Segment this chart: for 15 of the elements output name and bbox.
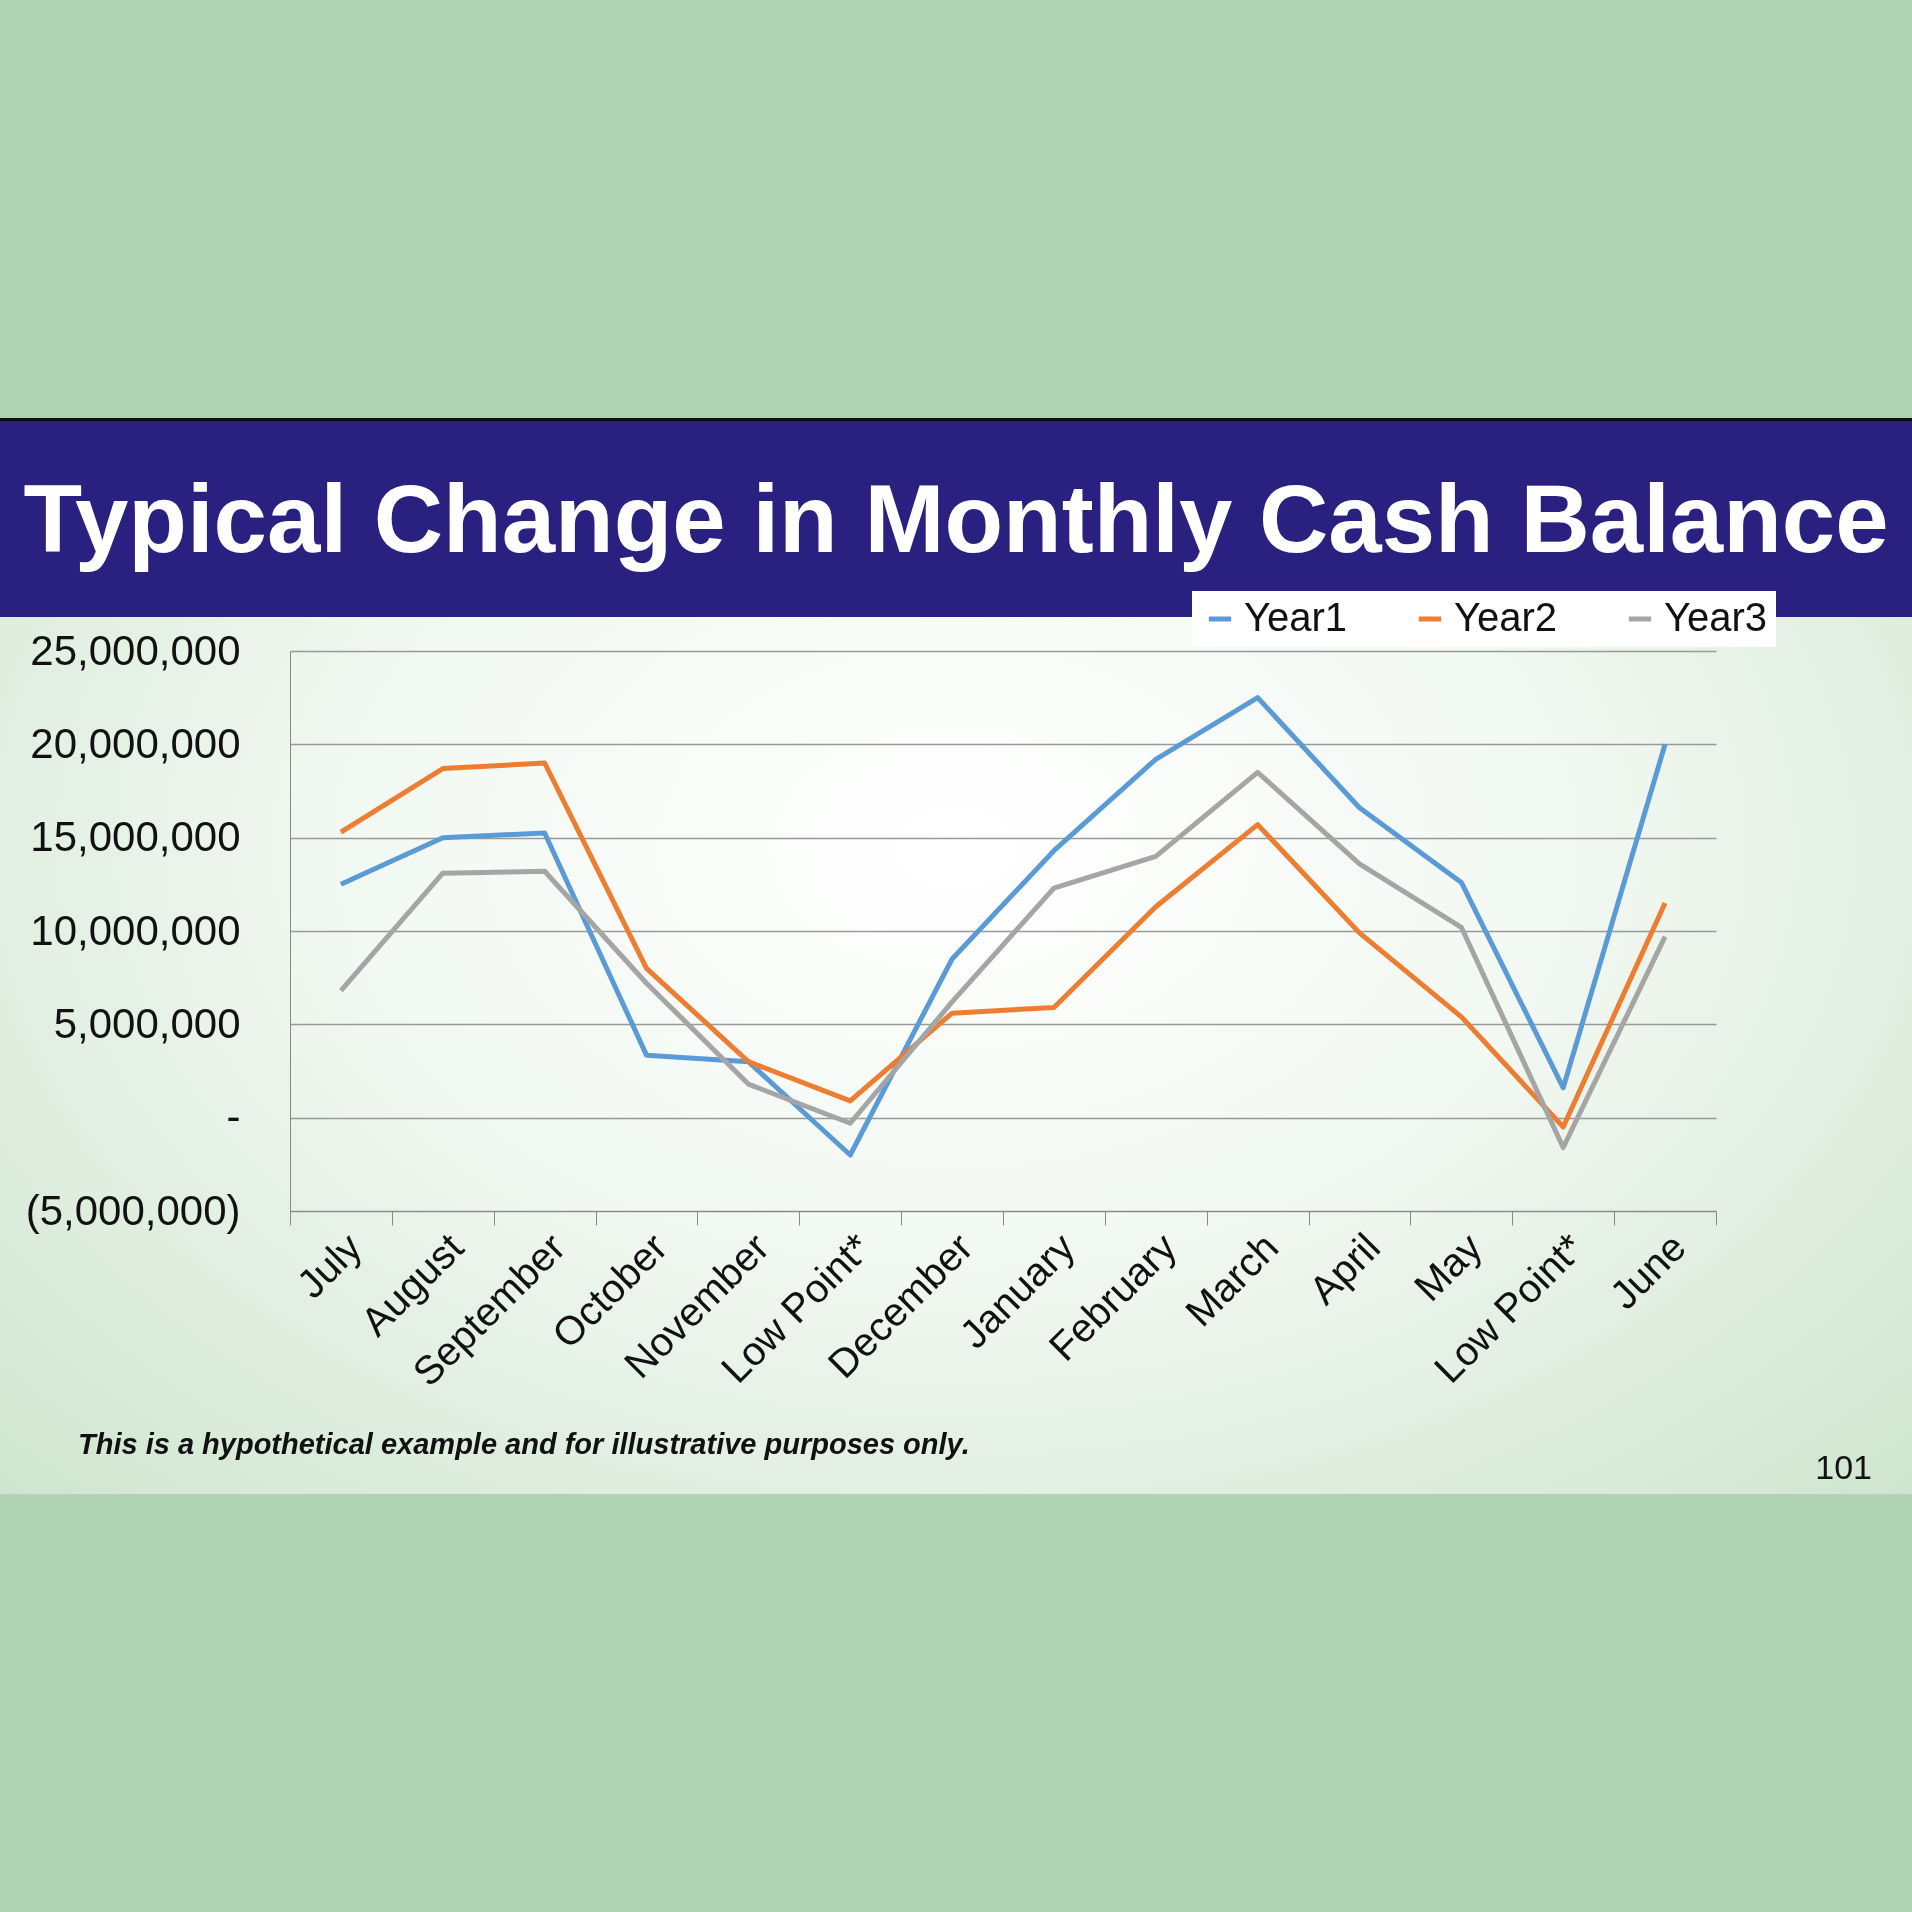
legend-label: Year1 <box>1244 595 1348 639</box>
chart-title: Typical Change in Monthly Cash Balance <box>23 465 1889 572</box>
y-tick-label: (5,000,000) <box>25 1186 241 1234</box>
y-tick-label: 10,000,000 <box>30 906 241 954</box>
y-tick-label: - <box>226 1093 241 1141</box>
x-tick-label: May <box>1405 1224 1491 1310</box>
y-tick-label: 5,000,000 <box>53 999 241 1047</box>
y-tick-label: 25,000,000 <box>30 626 241 674</box>
text: This is a hypothetical example and for illustrative purposes only. <box>78 1428 970 1461</box>
text: 101 <box>1815 1448 1872 1487</box>
legend-label: Year2 <box>1454 595 1558 639</box>
y-tick-label: 20,000,000 <box>30 719 241 767</box>
legend-label: Year3 <box>1664 595 1768 639</box>
x-tick-label: July <box>288 1224 370 1307</box>
y-tick-label: 15,000,000 <box>30 813 241 861</box>
